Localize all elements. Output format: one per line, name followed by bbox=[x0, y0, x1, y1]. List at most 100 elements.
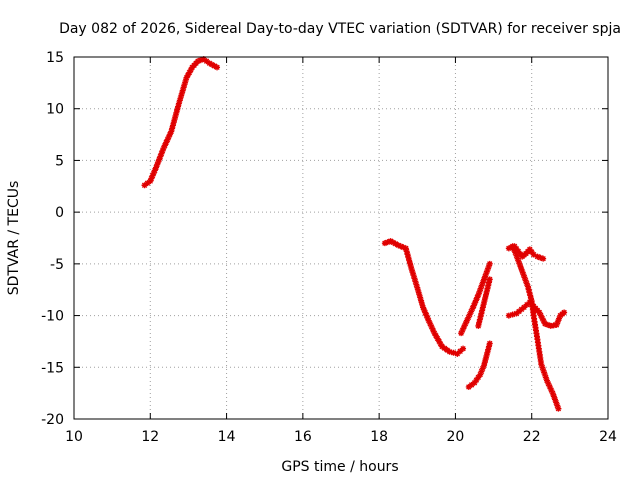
data-point bbox=[471, 299, 478, 306]
data-point bbox=[515, 258, 522, 265]
data-point bbox=[148, 175, 155, 182]
data-point bbox=[475, 322, 482, 329]
data-point bbox=[505, 312, 512, 319]
data-point bbox=[200, 56, 207, 63]
data-point bbox=[436, 338, 443, 345]
data-point bbox=[414, 284, 421, 291]
data-point bbox=[537, 254, 544, 261]
data-point bbox=[408, 266, 415, 273]
y-tick-label: 10 bbox=[46, 102, 64, 118]
data-point bbox=[144, 180, 151, 187]
data-point bbox=[483, 288, 490, 295]
data-layer bbox=[141, 56, 568, 412]
data-point bbox=[418, 297, 425, 304]
data-point bbox=[555, 405, 562, 412]
y-tick-label: 15 bbox=[46, 50, 64, 66]
y-tick-label: -15 bbox=[41, 360, 64, 376]
data-point bbox=[450, 349, 457, 356]
data-point bbox=[206, 60, 213, 67]
data-point bbox=[420, 304, 427, 311]
data-point bbox=[518, 264, 525, 271]
data-point bbox=[156, 156, 163, 163]
data-point bbox=[423, 312, 430, 319]
data-point bbox=[150, 170, 157, 177]
data-point bbox=[540, 318, 547, 325]
data-point bbox=[157, 153, 164, 160]
data-point bbox=[478, 282, 485, 289]
data-point bbox=[512, 249, 519, 256]
data-point bbox=[413, 281, 420, 288]
series-track-8 bbox=[505, 299, 568, 329]
data-point bbox=[160, 145, 167, 152]
data-point bbox=[486, 276, 493, 283]
data-point bbox=[460, 345, 467, 352]
data-point bbox=[417, 294, 424, 301]
data-point bbox=[415, 287, 422, 294]
data-point bbox=[168, 128, 175, 135]
data-point bbox=[466, 311, 473, 318]
data-point bbox=[553, 399, 560, 406]
data-point bbox=[172, 112, 179, 119]
data-point bbox=[381, 240, 388, 247]
data-point bbox=[554, 318, 561, 325]
data-point bbox=[475, 291, 482, 298]
data-point bbox=[211, 62, 218, 69]
data-point bbox=[561, 309, 568, 316]
data-point bbox=[182, 77, 189, 84]
y-axis-label: SDTVAR / TECUs bbox=[6, 181, 22, 296]
data-point bbox=[539, 315, 546, 322]
data-point bbox=[387, 238, 394, 245]
data-point bbox=[181, 81, 188, 88]
data-point bbox=[458, 330, 465, 337]
data-point bbox=[534, 253, 541, 260]
data-point bbox=[395, 242, 402, 249]
data-point bbox=[178, 90, 185, 97]
data-point bbox=[171, 116, 178, 123]
data-point bbox=[476, 316, 483, 323]
data-point bbox=[176, 97, 183, 104]
data-point bbox=[403, 248, 410, 255]
data-point bbox=[183, 74, 190, 81]
data-point bbox=[155, 159, 162, 166]
data-point bbox=[523, 280, 530, 287]
data-point bbox=[525, 286, 532, 293]
data-point bbox=[469, 305, 476, 312]
data-point bbox=[406, 257, 413, 264]
data-point bbox=[483, 270, 490, 277]
x-tick-label: 22 bbox=[523, 429, 541, 445]
data-point bbox=[462, 320, 469, 327]
data-point bbox=[481, 298, 488, 305]
data-point bbox=[509, 311, 516, 318]
data-point bbox=[482, 356, 489, 363]
data-point bbox=[177, 94, 184, 101]
data-point bbox=[482, 294, 489, 301]
data-point bbox=[390, 239, 397, 246]
data-point bbox=[549, 390, 556, 397]
data-point bbox=[158, 150, 165, 157]
x-tick-label: 18 bbox=[370, 429, 388, 445]
data-point bbox=[459, 327, 466, 334]
data-point bbox=[468, 308, 475, 315]
data-point bbox=[541, 371, 548, 378]
y-tick-label: -5 bbox=[50, 257, 64, 273]
series-track-4 bbox=[465, 340, 493, 390]
data-point bbox=[419, 301, 426, 308]
data-point bbox=[151, 167, 158, 174]
x-axis-label: GPS time / hours bbox=[281, 459, 398, 475]
y-tick-label: 5 bbox=[55, 153, 64, 169]
data-point bbox=[481, 359, 488, 366]
data-point bbox=[521, 304, 528, 311]
data-point bbox=[476, 288, 483, 295]
data-point bbox=[534, 336, 541, 343]
data-point bbox=[473, 377, 480, 384]
data-point bbox=[477, 285, 484, 292]
data-point bbox=[406, 260, 413, 267]
data-point bbox=[175, 100, 182, 107]
series-track-1 bbox=[141, 56, 221, 189]
y-tick-label: -10 bbox=[41, 309, 64, 325]
data-point bbox=[477, 313, 484, 320]
data-point bbox=[550, 393, 557, 400]
data-point bbox=[384, 239, 391, 246]
data-point bbox=[539, 364, 546, 371]
